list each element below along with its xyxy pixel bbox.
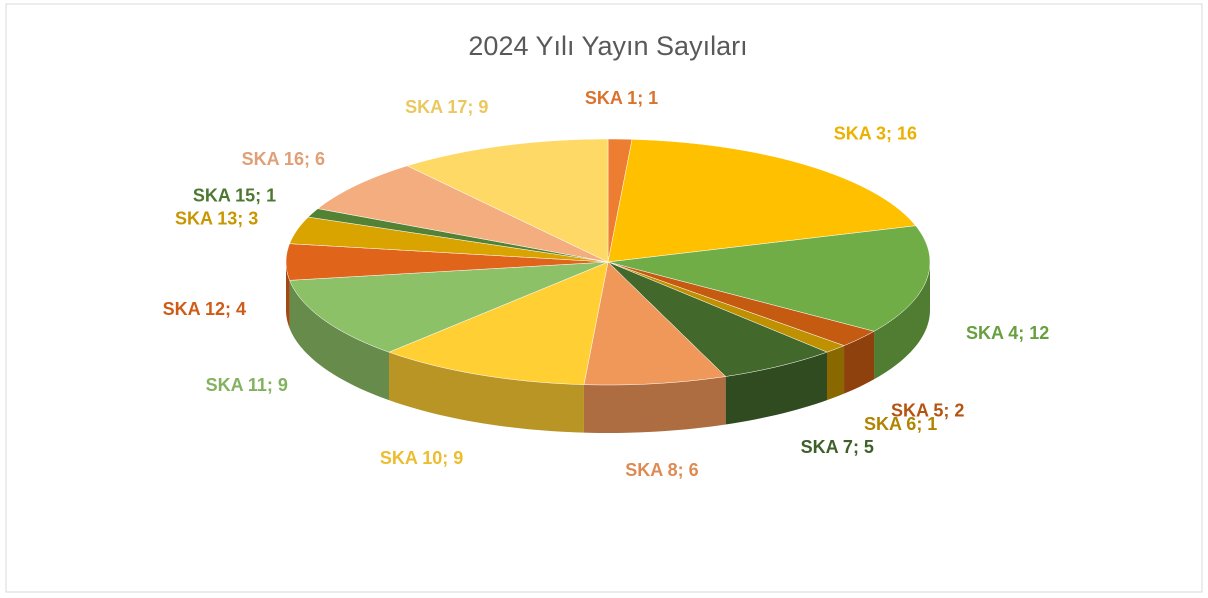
pie-slice xyxy=(607,225,931,332)
data-label: SKA 15; 1 xyxy=(193,186,276,206)
pie-side xyxy=(827,345,845,401)
data-label: SKA 10; 9 xyxy=(380,448,463,468)
pie-side xyxy=(583,376,726,433)
data-label: SKA 17; 9 xyxy=(405,97,488,117)
pie-side xyxy=(844,331,875,394)
data-label: SKA 6; 1 xyxy=(864,414,937,434)
data-label: SKA 5; 2 xyxy=(891,400,964,420)
pie-slice xyxy=(406,138,609,263)
pie-slice xyxy=(583,261,727,386)
pie-slice xyxy=(607,261,828,377)
pie-slice xyxy=(285,243,609,281)
pie-side xyxy=(286,262,290,329)
data-label: SKA 11; 9 xyxy=(206,375,288,395)
pie-side xyxy=(725,352,828,425)
pie-slice xyxy=(289,216,609,263)
pie-slice xyxy=(289,261,609,353)
pie-slice xyxy=(317,165,609,263)
data-label: SKA 8; 6 xyxy=(625,460,698,480)
pie-side xyxy=(289,280,389,401)
pie-side xyxy=(874,262,930,380)
data-label: SKA 4; 12 xyxy=(966,323,1049,343)
pie-side xyxy=(388,352,584,433)
pie-slice xyxy=(607,261,875,346)
data-label: SKA 16; 6 xyxy=(242,149,325,169)
pie-slice xyxy=(607,139,917,263)
pie-slice xyxy=(388,261,609,385)
data-label: SKA 1; 1 xyxy=(585,88,658,108)
chart-title: 2024 Yılı Yayın Sayıları xyxy=(468,31,747,61)
data-label: SKA 3; 16 xyxy=(834,123,917,143)
data-label: SKA 12; 4 xyxy=(163,299,246,319)
data-label: SKA 7; 5 xyxy=(801,437,874,457)
data-label: SKA 13; 3 xyxy=(175,209,258,229)
